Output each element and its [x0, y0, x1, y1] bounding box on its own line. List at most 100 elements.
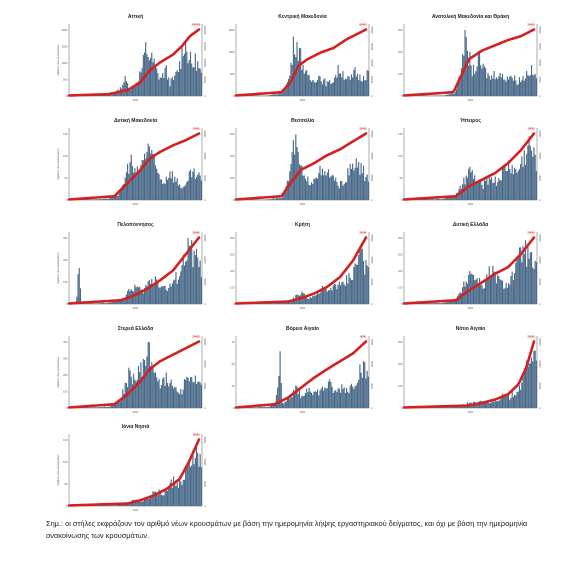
bar: [113, 92, 115, 96]
bar: [482, 288, 484, 304]
bar: [130, 154, 132, 200]
bar: [512, 174, 514, 200]
bar: [272, 405, 274, 408]
cumulative-line: [67, 132, 201, 201]
left-tick-label: 75: [232, 340, 235, 344]
bar: [197, 174, 199, 200]
bar: [260, 406, 262, 408]
bar: [148, 498, 150, 506]
bar: [179, 394, 181, 408]
bar: [143, 52, 146, 96]
bar: [124, 76, 126, 96]
bar: [280, 302, 282, 304]
bar: [425, 303, 427, 304]
bar: [116, 301, 118, 304]
bar: [433, 199, 435, 200]
bar: [176, 178, 178, 200]
left-tick-label: 100: [398, 384, 403, 388]
bar: [169, 171, 171, 200]
chart-svg: Κρήτη 0 100 200 300 400 0 10000 20000 30000 2021 30…: [230, 222, 374, 310]
bar: [101, 406, 103, 408]
bar: [511, 165, 513, 200]
bar: [122, 504, 124, 506]
bar: [343, 80, 345, 96]
bar: [445, 407, 447, 408]
bar: [151, 495, 153, 506]
bar: [111, 302, 113, 304]
left-tick-label: 200: [398, 50, 403, 54]
bar: [336, 392, 338, 408]
bar: [261, 407, 263, 408]
bar: [189, 169, 192, 200]
bar: [521, 382, 523, 408]
bar: [342, 185, 344, 200]
cumulative-line: [402, 132, 536, 201]
left-tick-label: 50: [65, 176, 68, 180]
bar: [254, 407, 256, 408]
bar: [445, 302, 447, 304]
bar: [493, 271, 495, 304]
bar: [170, 78, 172, 96]
bar: [147, 342, 149, 408]
bar: [494, 176, 496, 200]
bar: [470, 65, 472, 96]
bar: [160, 77, 163, 96]
bar: [147, 143, 149, 200]
bar: [124, 297, 126, 304]
right-tick-label: 0: [203, 199, 207, 201]
bar: [348, 76, 350, 96]
bar: [145, 284, 147, 304]
bar: [516, 259, 518, 304]
bar: [480, 180, 482, 200]
bar: [480, 284, 482, 304]
bar: [197, 257, 199, 304]
bar: [353, 389, 355, 408]
right-tick-label: 15000: [203, 436, 207, 444]
bar: [330, 381, 332, 408]
bar: [314, 178, 316, 200]
bar: [128, 367, 130, 408]
bar: [93, 199, 95, 200]
bar: [447, 407, 449, 408]
chart-title: Βόρειο Αιγαίο: [286, 326, 319, 332]
end-value-label: 30000: [192, 335, 200, 339]
bar: [534, 260, 536, 304]
bar: [443, 302, 446, 304]
right-tick-label: 0: [203, 303, 207, 305]
bar: [338, 281, 340, 304]
bar: [182, 254, 184, 304]
left-tick-label: 500: [63, 78, 68, 82]
bar: [176, 70, 178, 96]
bar: [120, 187, 123, 200]
right-tick-label: 20000: [370, 256, 374, 264]
x-tick-label: 2021: [133, 306, 139, 310]
bar: [524, 164, 527, 200]
bar: [106, 198, 108, 200]
footnote: Σημ.: οι στήλες εκφράζουν τον αριθμό νέω…: [46, 519, 528, 540]
bar: [268, 406, 270, 408]
bar: [529, 363, 531, 408]
bar: [160, 384, 163, 408]
bar: [337, 185, 339, 200]
left-tick-label: 300: [398, 253, 403, 257]
bar: [162, 286, 164, 304]
bar: [354, 263, 356, 304]
bar: [441, 199, 443, 200]
bar: [151, 278, 153, 304]
bar: [274, 94, 276, 96]
right-tick-label: 15000: [203, 130, 207, 138]
bar: [162, 73, 164, 96]
bar: [535, 78, 537, 96]
bar: [265, 407, 267, 408]
bar: [434, 302, 436, 304]
bar: [494, 79, 496, 96]
bar: [359, 74, 361, 96]
bar: [141, 501, 143, 506]
bar: [440, 199, 442, 200]
bar: [185, 379, 187, 408]
bar: [153, 155, 155, 200]
bar: [181, 188, 183, 200]
bar: [298, 48, 301, 96]
bar: [310, 297, 313, 304]
right-tick-label: 80000: [370, 26, 374, 34]
